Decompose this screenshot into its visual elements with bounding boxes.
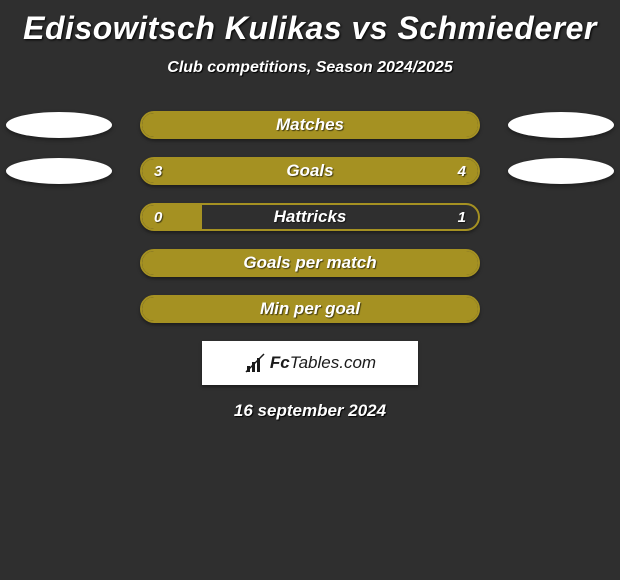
stat-pill: Goals per match bbox=[140, 249, 480, 277]
player1-name: Edisowitsch Kulikas bbox=[23, 10, 342, 46]
logo-suffix: Tables.com bbox=[290, 353, 376, 372]
right-value-ellipse bbox=[508, 112, 614, 138]
stat-pill: Matches bbox=[140, 111, 480, 139]
bar-chart-icon bbox=[244, 352, 266, 374]
stat-row: 01Hattricks bbox=[0, 203, 620, 231]
logo-prefix: Fc bbox=[270, 353, 290, 372]
stat-label: Goals per match bbox=[142, 251, 478, 275]
title-text: Edisowitsch Kulikas vs Schmiederer bbox=[23, 10, 597, 46]
stat-label: Goals bbox=[142, 159, 478, 183]
stat-label: Hattricks bbox=[142, 205, 478, 229]
player2-name: Schmiederer bbox=[397, 10, 596, 46]
date-label: 16 september 2024 bbox=[0, 401, 620, 421]
right-value-ellipse bbox=[508, 158, 614, 184]
stat-pill: 34Goals bbox=[140, 157, 480, 185]
stat-row: 34Goals bbox=[0, 157, 620, 185]
left-value-ellipse bbox=[6, 112, 112, 138]
stat-row: Matches bbox=[0, 111, 620, 139]
stat-rows: Matches 34Goals 01Hattricks Goals per match… bbox=[0, 111, 620, 323]
stat-pill: Min per goal bbox=[140, 295, 480, 323]
stat-row: Min per goal bbox=[0, 295, 620, 323]
stat-row: Goals per match bbox=[0, 249, 620, 277]
stat-pill: 01Hattricks bbox=[140, 203, 480, 231]
left-value-ellipse bbox=[6, 158, 112, 184]
stat-label: Min per goal bbox=[142, 297, 478, 321]
comparison-card: Edisowitsch Kulikas vs Schmiederer Club … bbox=[0, 0, 620, 580]
title-vs: vs bbox=[351, 10, 388, 46]
watermark-logo: FcTables.com bbox=[202, 341, 418, 385]
subtitle: Club competitions, Season 2024/2025 bbox=[0, 59, 620, 77]
stat-label: Matches bbox=[142, 113, 478, 137]
logo-text: FcTables.com bbox=[270, 353, 376, 373]
page-title: Edisowitsch Kulikas vs Schmiederer bbox=[0, 0, 620, 47]
